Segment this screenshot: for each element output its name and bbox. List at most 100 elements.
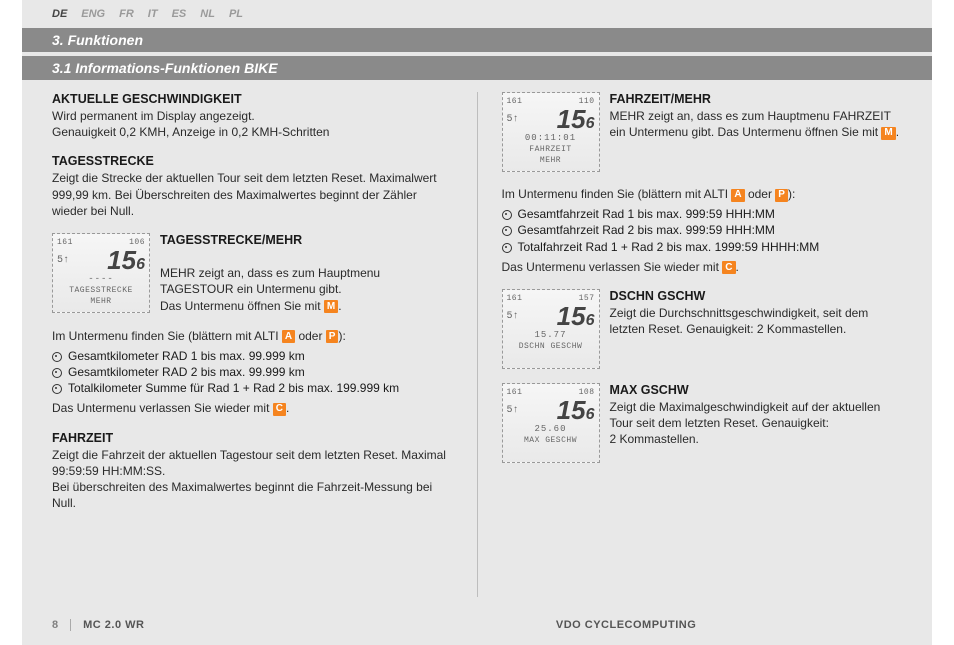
- text: .: [338, 299, 341, 313]
- text: Das Untermenu verlassen Sie wieder mit: [52, 401, 273, 415]
- lang-fr[interactable]: FR: [119, 8, 134, 20]
- lcd-val: 161: [507, 97, 523, 106]
- submenu-intro: Im Untermenu finden Sie (blättern mit AL…: [502, 186, 903, 202]
- badge-a-icon: A: [282, 330, 295, 343]
- body-text: MEHR zeigt an, dass es zum Hauptmenu FAH…: [610, 108, 903, 140]
- list-item: Totalfahrzeit Rad 1 + Rad 2 bis max. 199…: [502, 239, 903, 255]
- lcd-big: 15: [107, 245, 136, 275]
- heading: TAGESSTRECKE/MEHR: [160, 233, 453, 247]
- lcd-label: MEHR: [57, 297, 145, 306]
- heading: TAGESSTRECKE: [52, 154, 453, 168]
- list-item: Gesamtfahrzeit Rad 1 bis max. 999:59 HHH…: [502, 206, 903, 222]
- text: ):: [338, 329, 345, 343]
- lang-es[interactable]: ES: [172, 8, 187, 20]
- lang-it[interactable]: IT: [148, 8, 158, 20]
- body-text: Zeigt die Durchschnittsgeschwindigkeit, …: [610, 305, 903, 337]
- page-number: 8: [52, 619, 71, 631]
- text: ):: [788, 187, 795, 201]
- badge-m-icon: M: [324, 300, 338, 313]
- lcd-big: 15: [557, 104, 586, 134]
- lang-pl[interactable]: PL: [229, 8, 243, 20]
- left-column: AKTUELLE GESCHWINDIGKEIT Wird permanent …: [52, 92, 453, 597]
- lcd-dec: 6: [586, 312, 595, 329]
- body-text: Zeigt die Fahrzeit der aktuellen Tagesto…: [52, 447, 453, 512]
- lcd-label: DSCHN GESCHW: [507, 342, 595, 351]
- lang-eng[interactable]: ENG: [81, 8, 105, 20]
- text: .: [896, 125, 899, 139]
- lcd-tagesstrecke: 161106 5↑156 ---- TAGESSTRECKE MEHR: [52, 233, 150, 313]
- badge-c-icon: C: [722, 261, 735, 274]
- badge-p-icon: P: [775, 189, 788, 202]
- badge-m-icon: M: [881, 127, 895, 140]
- lcd-val: 161: [507, 388, 523, 397]
- text: oder: [295, 329, 326, 343]
- list-item: Gesamtkilometer RAD 1 bis max. 99.999 km: [52, 348, 453, 364]
- text: MEHR zeigt an, dass es zum Hauptmenu FAH…: [610, 109, 891, 139]
- block-fahrzeit-mehr: 161110 5↑156 00:11:01 FAHRZEIT MEHR FAHR…: [502, 92, 903, 172]
- page-footer: 8 MC 2.0 WR VDO CYCLECOMPUTING: [52, 619, 902, 631]
- lcd-val: 161: [57, 238, 73, 247]
- section-header-2: 3.1 Informations-Funktionen BIKE: [22, 56, 932, 80]
- list-item: Gesamtfahrzeit Rad 2 bis max. 999:59 HHH…: [502, 222, 903, 238]
- lcd-dschn: 161157 5↑156 15.77 DSCHN GESCHW: [502, 289, 600, 369]
- lcd-big: 15: [557, 395, 586, 425]
- badge-p-icon: P: [326, 330, 339, 343]
- submenu-list: Gesamtkilometer RAD 1 bis max. 99.999 km…: [52, 348, 453, 397]
- submenu-exit: Das Untermenu verlassen Sie wieder mit C…: [52, 400, 453, 416]
- body-text: Zeigt die Strecke der aktuellen Tour sei…: [52, 170, 453, 219]
- text: oder: [745, 187, 776, 201]
- lcd-val: ----: [57, 274, 145, 284]
- block-aktuelle-geschwindigkeit: AKTUELLE GESCHWINDIGKEIT Wird permanent …: [52, 92, 453, 140]
- lang-nl[interactable]: NL: [200, 8, 215, 20]
- submenu-intro: Im Untermenu finden Sie (blättern mit AL…: [52, 328, 453, 344]
- lcd-val: 25.60: [507, 424, 595, 434]
- block-tagesstrecke-mehr: 161106 5↑156 ---- TAGESSTRECKE MEHR TAGE…: [52, 233, 453, 314]
- text: Im Untermenu finden Sie (blättern mit AL…: [502, 187, 732, 201]
- block-dschn-gschw: 161157 5↑156 15.77 DSCHN GESCHW DSCHN GS…: [502, 289, 903, 369]
- brand-name: VDO CYCLECOMPUTING: [556, 619, 696, 631]
- lcd-val: 00:11:01: [507, 133, 595, 143]
- language-bar: DE ENG FR IT ES NL PL: [22, 0, 932, 26]
- manual-page: DE ENG FR IT ES NL PL 3. Funktionen 3.1 Inform…: [22, 0, 932, 645]
- body-text: Wird permanent im Display angezeigt. Gen…: [52, 108, 453, 140]
- submenu-list: Gesamtfahrzeit Rad 1 bis max. 999:59 HHH…: [502, 206, 903, 255]
- heading: DSCHN GSCHW: [610, 289, 903, 303]
- body-text: Zeigt die Maximalgeschwindigkeit auf der…: [610, 399, 903, 448]
- lcd-val: 15.77: [507, 330, 595, 340]
- lcd-dec: 6: [136, 256, 145, 273]
- text: .: [286, 401, 289, 415]
- heading: AKTUELLE GESCHWINDIGKEIT: [52, 92, 453, 106]
- lcd-val: 5↑: [507, 114, 519, 125]
- block-max-gschw: 161108 5↑156 25.60 MAX GESCHW MAX GSCHW …: [502, 383, 903, 463]
- list-item: Totalkilometer Summe für Rad 1 + Rad 2 b…: [52, 380, 453, 396]
- badge-c-icon: C: [273, 403, 286, 416]
- lcd-dec: 6: [586, 115, 595, 132]
- heading: MAX GSCHW: [610, 383, 903, 397]
- lcd-label: MEHR: [507, 156, 595, 165]
- heading: FAHRZEIT/MEHR: [610, 92, 903, 106]
- lcd-fahrzeit: 161110 5↑156 00:11:01 FAHRZEIT MEHR: [502, 92, 600, 172]
- list-item: Gesamtkilometer RAD 2 bis max. 99.999 km: [52, 364, 453, 380]
- right-column: 161110 5↑156 00:11:01 FAHRZEIT MEHR FAHR…: [502, 92, 903, 597]
- lcd-label: FAHRZEIT: [507, 145, 595, 154]
- badge-a-icon: A: [731, 189, 744, 202]
- content-columns: AKTUELLE GESCHWINDIGKEIT Wird permanent …: [52, 92, 902, 597]
- lcd-dec: 6: [586, 406, 595, 423]
- text: Im Untermenu finden Sie (blättern mit AL…: [52, 329, 282, 343]
- lcd-big: 15: [557, 301, 586, 331]
- section-header-1: 3. Funktionen: [22, 28, 932, 52]
- text: .: [736, 260, 739, 274]
- lcd-val: 161: [507, 294, 523, 303]
- text: Das Untermenu verlassen Sie wieder mit: [502, 260, 723, 274]
- lcd-max: 161108 5↑156 25.60 MAX GESCHW: [502, 383, 600, 463]
- lcd-val: 5↑: [507, 311, 519, 322]
- submenu-exit: Das Untermenu verlassen Sie wieder mit C…: [502, 259, 903, 275]
- lang-de[interactable]: DE: [52, 8, 67, 20]
- block-fahrzeit: FAHRZEIT Zeigt die Fahrzeit der aktuelle…: [52, 431, 453, 512]
- lcd-val: 5↑: [57, 255, 69, 266]
- heading: FAHRZEIT: [52, 431, 453, 445]
- block-tagesstrecke: TAGESSTRECKE Zeigt die Strecke der aktue…: [52, 154, 453, 219]
- lcd-label: MAX GESCHW: [507, 436, 595, 445]
- column-divider: [477, 92, 478, 597]
- text: MEHR zeigt an, dass es zum Hauptmenu TAG…: [160, 266, 380, 312]
